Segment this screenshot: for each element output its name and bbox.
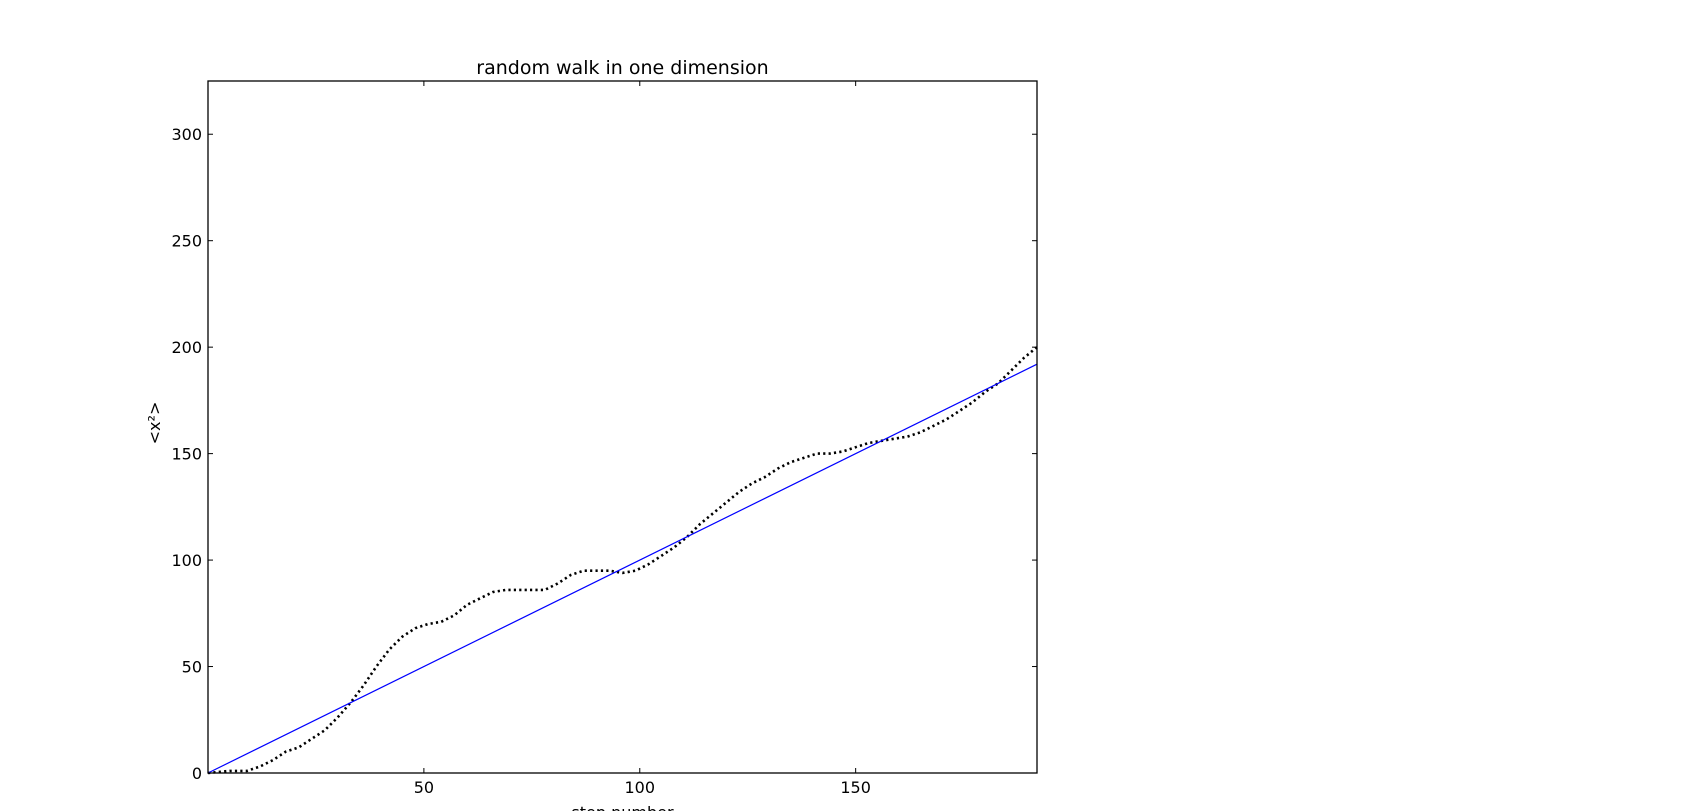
plot-frame [207,80,1038,774]
y-axis-label-text: <x²> [145,402,164,445]
y-tick-label: 0 [192,764,202,783]
y-tick-label: 50 [182,658,202,677]
series-layer [207,346,1038,775]
x-axis-label: step number [571,803,674,811]
chart-title: random walk in one dimension [476,57,768,79]
y-axis-label: <x²> [145,402,164,445]
y-tick-label: 250 [171,232,202,251]
series-fit-line [207,363,1038,774]
x-tick-label: 100 [624,778,655,797]
y-tick-label: 300 [171,125,202,144]
y-tick-label: 150 [171,445,202,464]
x-tick-label: 50 [414,778,434,797]
ticks-layer: 50 100 150 0 50 100 150 200 250 300 [171,81,1037,797]
x-tick-label: 150 [840,778,871,797]
series-dotted-line [207,346,1038,775]
y-tick-label: 100 [171,551,202,570]
y-tick-label: 200 [171,338,202,357]
